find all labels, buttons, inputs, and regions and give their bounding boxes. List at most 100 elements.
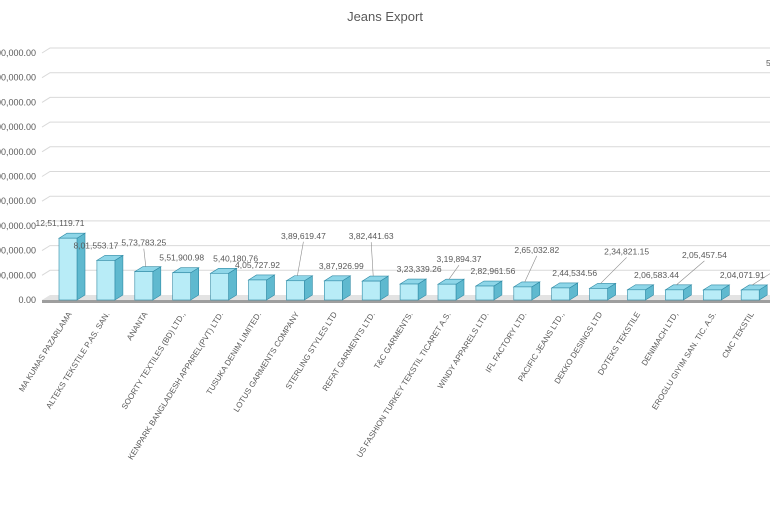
bar-front: [665, 289, 684, 301]
data-label: 12,51,119.71: [36, 218, 85, 228]
chart-title: Jeans Export: [347, 9, 423, 24]
data-label: 2,34,821.15: [604, 246, 649, 256]
leader-line: [524, 255, 538, 283]
gridline: [41, 72, 770, 79]
bar: [702, 284, 731, 301]
y-tick-label: 00,000.00: [0, 270, 36, 280]
bar: [588, 282, 617, 301]
bar-front: [399, 283, 419, 301]
gridline: [41, 47, 770, 54]
bar: [664, 284, 693, 301]
bar-side: [228, 267, 237, 301]
data-label: 5,40,180.76: [213, 253, 258, 263]
bar-front: [551, 287, 571, 301]
x-tick-label: DENIMACH LTD,: [640, 310, 680, 367]
y-tick-label: 00,000.00: [0, 122, 36, 132]
x-tick-label: SOORTY TEXTILES (BD) LTD.,: [120, 310, 188, 411]
bar: [133, 266, 162, 301]
bar-front: [134, 271, 154, 301]
bar: [512, 281, 541, 301]
bar-front: [286, 280, 305, 301]
x-tick-label: DOTEKS TEKSTILE: [596, 310, 642, 376]
leader-line: [600, 257, 627, 284]
y-tick-label: 00,000.00: [0, 48, 36, 58]
leader-line: [448, 265, 460, 280]
y-tick-label: 00,000.00: [0, 172, 36, 182]
bar: [95, 254, 124, 301]
data-label: 5,51,900.98: [159, 253, 204, 263]
bar-front: [740, 289, 760, 301]
bar: [436, 278, 466, 301]
data-label: 3,23,339.26: [397, 264, 442, 274]
y-tick-label: 00,000.00: [0, 196, 36, 206]
bar: [399, 278, 428, 301]
bar-side: [114, 254, 124, 301]
gridline: [41, 171, 770, 177]
y-axis-ticks: 0.00 00,000.00 00,000.00 00,000.00 00,000.00…: [0, 48, 36, 305]
bar-front: [361, 280, 381, 301]
bar: [57, 232, 87, 301]
edge-data-label: 5: [766, 58, 770, 68]
bar-front: [437, 283, 457, 301]
bar-series: [57, 232, 769, 301]
bar-front: [475, 285, 495, 301]
gridlines: [41, 47, 770, 276]
bar-front: [58, 237, 78, 301]
bar-front: [248, 279, 267, 301]
bar-front: [210, 273, 229, 301]
y-tick-label: 00,000.00: [0, 221, 36, 231]
data-label-leaders: [143, 241, 770, 286]
bar: [247, 274, 276, 301]
bar: [209, 267, 238, 301]
y-tick-label: 0.00: [18, 295, 36, 305]
data-label: 4,05,727.92: [235, 260, 280, 270]
gridline: [41, 96, 770, 103]
bar: [323, 275, 352, 301]
y-tick-label: 00,000.00: [0, 147, 36, 157]
data-label: 2,06,583.44: [634, 270, 679, 280]
data-labels: 12,51,119.71 8,01,553.17 5,73,783.25 5,51,9…: [36, 58, 770, 280]
y-tick-label: 00,000.00: [0, 97, 36, 107]
data-label: 3,19,894.37: [437, 254, 482, 264]
floor-front: [42, 300, 770, 303]
gridline: [41, 245, 770, 252]
x-tick-label: ANANTA: [125, 310, 150, 342]
leader-line: [752, 273, 770, 286]
gridline: [41, 220, 770, 227]
bar: [474, 280, 503, 301]
leader-line: [676, 260, 705, 286]
x-tick-label: EROGLU GIYIM SAN. TIC. A.S.: [650, 310, 718, 411]
bar-front: [513, 286, 533, 301]
x-tick-label: CMC TEKSTIL: [720, 310, 756, 360]
data-label: 2,65,032.82: [514, 245, 559, 255]
x-tick-label: LOTUS GARMENTS COMPANY: [232, 310, 302, 414]
bar: [550, 282, 579, 301]
bar-front: [702, 289, 722, 301]
data-label: 5,73,783.25: [121, 238, 166, 248]
bar-front: [323, 280, 343, 301]
x-tick-label: ALTEKS TEKSTILE P.AS. SAN.: [44, 310, 111, 410]
bar: [740, 284, 769, 301]
gridline: [41, 195, 770, 202]
bar-front: [627, 289, 646, 301]
gridline: [41, 146, 770, 153]
data-label: 3,82,441.63: [349, 231, 394, 241]
data-label: 8,01,553.17: [73, 240, 118, 250]
bar-front: [589, 288, 608, 301]
bar-front: [96, 260, 116, 301]
leader-line: [143, 248, 147, 267]
data-label: 3,87,926.99: [319, 261, 364, 271]
bar: [626, 284, 655, 301]
y-tick-label: 00,000.00: [0, 246, 36, 256]
bar: [285, 275, 314, 301]
data-label: 2,04,071.91: [720, 270, 765, 280]
x-tick-label: IFL FACTORY LTD.: [484, 310, 529, 374]
gridline: [41, 121, 770, 128]
data-label: 2,05,457.54: [682, 250, 727, 260]
leader-line: [370, 242, 374, 277]
bar: [171, 267, 200, 301]
data-label: 2,44,534.56: [552, 268, 597, 278]
